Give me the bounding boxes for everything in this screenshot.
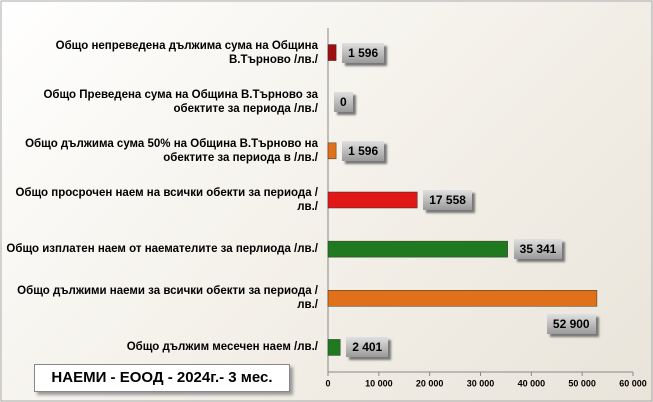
x-tick-label: 60 000 <box>619 378 647 388</box>
chart: 010 00020 00030 00040 00050 00060 000 НА… <box>0 0 653 402</box>
x-tick-label: 30 000 <box>467 378 495 388</box>
value-label: 1 596 <box>342 141 384 161</box>
bar <box>328 143 336 159</box>
bar <box>328 339 340 355</box>
x-tick-label: 0 <box>325 378 330 388</box>
category-label: Общо дължим месечен наем /лв./ <box>4 325 318 369</box>
x-tick-label: 20 000 <box>416 378 444 388</box>
category-label: Общо просрочен наем на всички обекти за … <box>4 178 318 222</box>
value-label: 2 401 <box>346 337 388 357</box>
bar <box>328 192 417 208</box>
value-label: 0 <box>334 92 353 112</box>
value-label: 1 596 <box>342 43 384 63</box>
bar <box>328 241 508 257</box>
category-label: Общо Преведена сума на Община В.Търново … <box>4 80 318 124</box>
x-tick-label: 50 000 <box>568 378 596 388</box>
category-label: Общо дължими наеми за всички обекти за п… <box>4 276 318 320</box>
bar <box>328 45 336 61</box>
value-label: 17 558 <box>423 190 472 210</box>
x-tick-label: 10 000 <box>365 378 393 388</box>
category-label: Общо непреведена дължима сума на Община … <box>4 31 318 75</box>
category-label: Общо дължима сума 50% на Община В.Търнов… <box>4 129 318 173</box>
x-tick-label: 40 000 <box>518 378 546 388</box>
bar <box>328 290 597 306</box>
value-label: 35 341 <box>514 239 563 259</box>
value-label: 52 900 <box>547 314 596 334</box>
category-label: Общо изплатен наем от наемателите за пер… <box>4 227 318 271</box>
